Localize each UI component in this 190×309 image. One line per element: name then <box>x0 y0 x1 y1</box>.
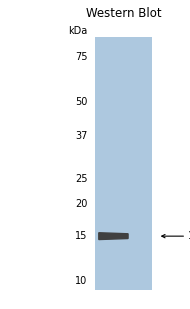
Text: 10: 10 <box>75 276 87 286</box>
Text: 15kDa: 15kDa <box>188 231 190 241</box>
Text: 15: 15 <box>75 231 87 241</box>
Text: 75: 75 <box>75 52 87 62</box>
Text: kDa: kDa <box>68 26 87 36</box>
Polygon shape <box>99 233 128 239</box>
Bar <box>95 37 152 290</box>
Text: 37: 37 <box>75 131 87 141</box>
Text: 25: 25 <box>75 174 87 184</box>
Text: Western Blot: Western Blot <box>86 7 161 20</box>
Text: 50: 50 <box>75 97 87 108</box>
Text: 20: 20 <box>75 199 87 209</box>
